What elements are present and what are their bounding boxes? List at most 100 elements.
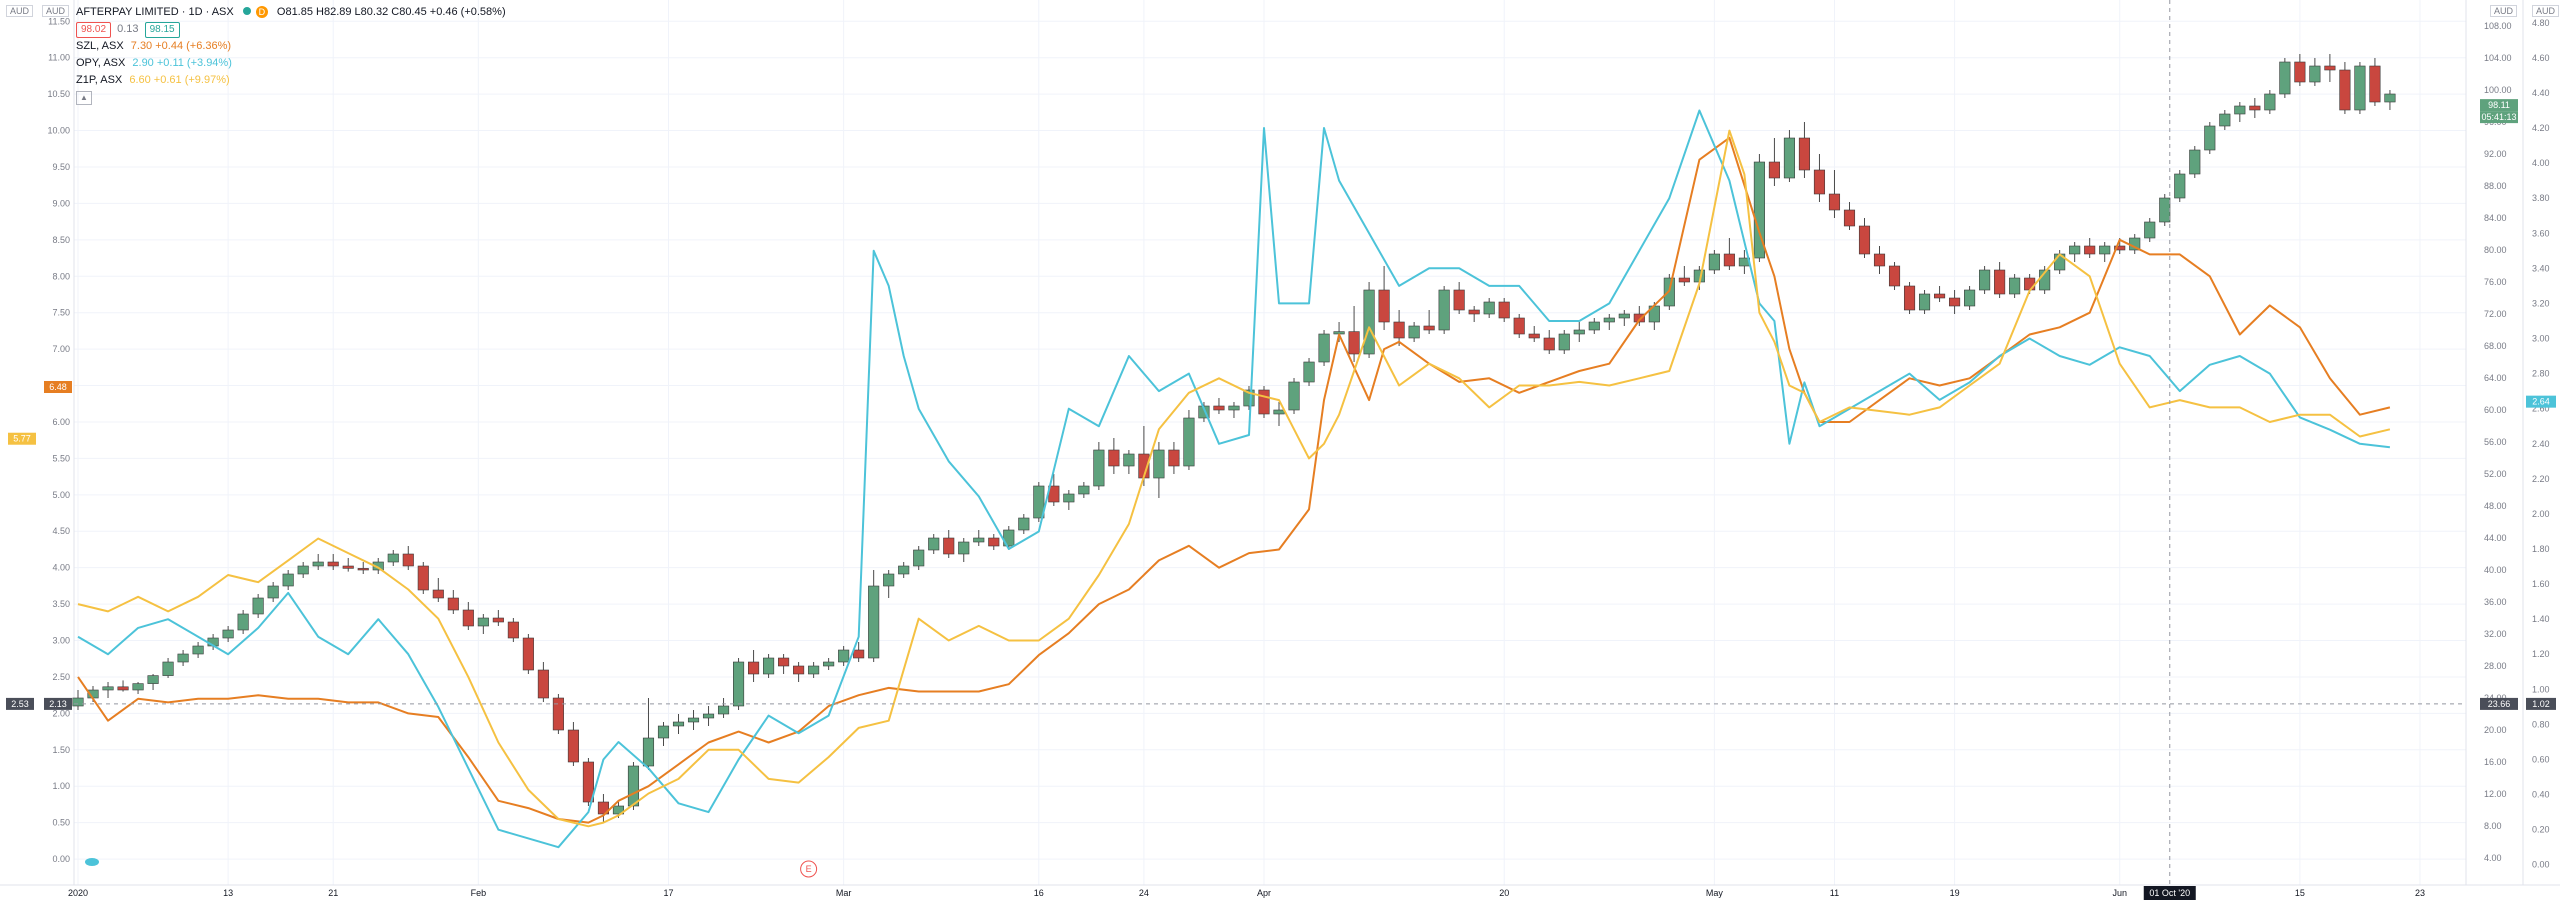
candle-body xyxy=(642,737,655,767)
right-price-tick-label: 64.00 xyxy=(2484,373,2507,383)
left-axis-tick-label: 11.50 xyxy=(48,16,70,26)
candle-body xyxy=(702,713,715,719)
left-axis-tick-label: 8.50 xyxy=(52,235,70,245)
candle-body xyxy=(1528,333,1540,339)
right-price-tick-label: 68.00 xyxy=(2484,341,2507,351)
candle-body xyxy=(1483,301,1495,315)
left-axis-tick-label: 9.50 xyxy=(52,162,70,172)
right-opy-tick-label: 2.60 xyxy=(2532,404,2550,414)
right-price-tick-label: 32.00 xyxy=(2484,629,2507,639)
right-opy-tick-label: 2.40 xyxy=(2532,439,2550,449)
countdown-right-value-box xyxy=(2480,111,2518,124)
candle-body xyxy=(2009,277,2021,295)
candle-body xyxy=(2264,93,2276,111)
candle-body xyxy=(1633,313,1645,323)
left-axis-tick-label: 2.00 xyxy=(52,708,70,718)
candle-body xyxy=(357,568,369,571)
candle-body xyxy=(853,649,865,659)
legend-symbol: OPY, ASX xyxy=(76,57,126,69)
right-price-tick-label: 4.00 xyxy=(2484,853,2502,863)
chart-legend: AFTERPAY LIMITED · 1D · ASX D O81.85 H82… xyxy=(76,4,506,106)
candle-body xyxy=(417,565,429,591)
candle-body xyxy=(2369,65,2381,103)
right-opy-tick-label: 1.40 xyxy=(2532,614,2550,624)
candle-body xyxy=(1843,209,1856,227)
crosshair-left-value-2: 2.13 xyxy=(49,699,67,709)
candle-body xyxy=(1198,405,1210,419)
candle-body xyxy=(1183,417,1195,467)
main-symbol-row[interactable]: AFTERPAY LIMITED · 1D · ASX D O81.85 H82… xyxy=(76,4,506,21)
right-opy-tick-label: 0.80 xyxy=(2532,719,2550,729)
candle-body xyxy=(1213,405,1225,411)
candle-body xyxy=(898,565,910,575)
candle-body xyxy=(387,553,399,563)
candle-body xyxy=(2114,245,2126,251)
candle-body xyxy=(1918,293,1931,311)
candle-body xyxy=(1153,449,1165,479)
candle-body xyxy=(2189,149,2201,175)
right-price-tick-label: 76.00 xyxy=(2484,277,2507,287)
time-axis-tick-label: 15 xyxy=(2295,888,2305,898)
symbol-title[interactable]: AFTERPAY LIMITED · 1D · ASX xyxy=(76,6,234,18)
candle-body xyxy=(1123,453,1135,467)
opy-right-value: 2.64 xyxy=(2532,397,2550,407)
candle-body xyxy=(2204,125,2216,151)
crosshair-right-value: 23.66 xyxy=(2488,699,2511,709)
time-axis-tick-label: 2020 xyxy=(68,888,88,898)
time-axis: 2020 13 21 Feb 17 Mar 16 24 Apr 20 May 11 19 Jun 15 23 xyxy=(68,888,2425,898)
time-axis-tick-label: 11 xyxy=(1830,888,1839,898)
candle-body xyxy=(1273,409,1285,415)
countdown-right-value: 05:41:13 xyxy=(2481,112,2516,122)
bid-badge[interactable]: 98.02 xyxy=(76,22,112,38)
left-axis-tick-label: 2.50 xyxy=(52,672,70,682)
candlestick-series xyxy=(72,54,2396,822)
left-axis-tick-label: 8.00 xyxy=(52,271,70,281)
candle-body xyxy=(342,565,354,569)
candle-body xyxy=(402,553,414,567)
time-axis-tick-label: May xyxy=(1706,888,1724,898)
left-axis-tick-label: 0.00 xyxy=(52,854,70,864)
legend-row-opy[interactable]: OPY, ASX 2.90 +0.11 (+3.94%) xyxy=(76,55,506,72)
left-axis-tick-label: 7.50 xyxy=(52,308,70,318)
candle-body xyxy=(1858,225,1871,255)
collapse-row: ▲ xyxy=(76,89,506,106)
candle-body xyxy=(267,585,279,599)
bid-ask-row: 98.02 0.13 98.15 xyxy=(76,21,506,38)
legend-row-szl[interactable]: SZL, ASX 7.30 +0.44 (+6.36%) xyxy=(76,38,506,55)
candle-body xyxy=(297,565,309,575)
candle-body xyxy=(1168,449,1180,467)
left-axis-tick-label: 11.00 xyxy=(48,53,70,63)
candle-body xyxy=(552,697,564,731)
candle-body xyxy=(1903,285,1916,311)
right-price-tick-label: 88.00 xyxy=(2484,181,2507,191)
collapse-legend-icon[interactable]: ▲ xyxy=(76,91,92,105)
candle-body xyxy=(973,537,985,543)
right-opy-tick-label: 4.60 xyxy=(2532,53,2550,63)
left-axis-tick-label: 5.00 xyxy=(52,490,70,500)
right-opy-tick-label: 4.00 xyxy=(2532,158,2550,168)
crosshair-left-value-2-box xyxy=(44,697,72,710)
ask-badge[interactable]: 98.15 xyxy=(144,22,180,38)
candle-body xyxy=(582,761,594,803)
candle-body xyxy=(2234,105,2246,115)
time-axis-tick-label: 20 xyxy=(1499,888,1509,898)
right-opy-tick-label: 3.60 xyxy=(2532,228,2550,238)
candle-body xyxy=(1303,361,1315,383)
candle-body xyxy=(1994,269,2006,295)
left-axis-tick-label: 1.00 xyxy=(52,781,70,791)
crosshair-date-box xyxy=(2143,886,2196,900)
candle-body xyxy=(507,621,519,639)
interval-letter: D xyxy=(255,6,268,18)
left-axis-tick-label: 7.00 xyxy=(52,344,70,354)
candle-body xyxy=(147,675,159,684)
candle-body xyxy=(1723,253,1735,267)
right-opy-tick-label: 2.00 xyxy=(2532,509,2550,519)
right-opy-tick-label: 4.20 xyxy=(2532,123,2550,133)
candle-body xyxy=(1798,137,1811,171)
legend-row-z1p[interactable]: Z1P, ASX 6.60 +0.61 (+9.97%) xyxy=(76,72,506,89)
chart-overlay: 01 Oct '20 6.48 5.77 2.53 2.13 98.11 05:41:13 2… xyxy=(6,0,2556,900)
candle-body xyxy=(177,653,189,663)
legend-value: 6.60 +0.61 (+9.97%) xyxy=(129,74,230,86)
candle-body xyxy=(1618,313,1630,319)
